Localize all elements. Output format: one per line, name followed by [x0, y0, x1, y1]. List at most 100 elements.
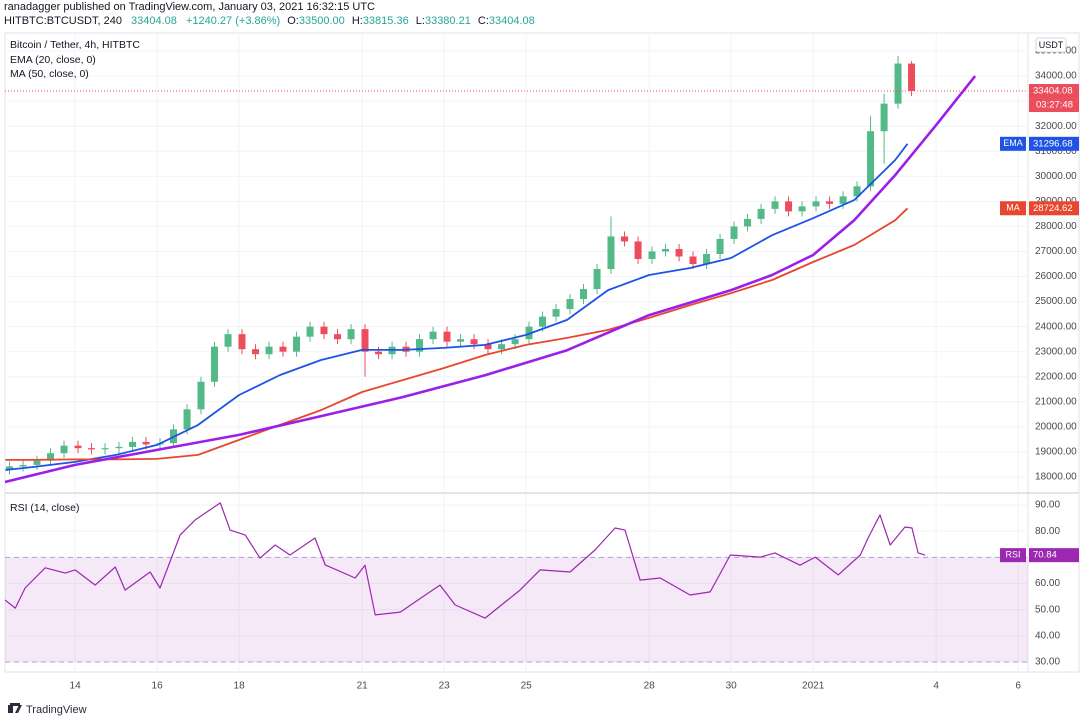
brand: TradingView — [26, 704, 87, 716]
x-tick-label: 4 — [933, 681, 939, 692]
rsi-value: 70.84 — [1033, 550, 1057, 561]
candle-body — [539, 316, 547, 327]
y-tick-label: 50.00 — [1035, 604, 1060, 615]
candle-body — [361, 329, 369, 352]
candle-body — [703, 253, 711, 265]
rsi-line — [5, 502, 926, 619]
candle-body — [211, 346, 219, 382]
symbol-line: HITBTC:BTCUSDT, 240 33404.08 +1240.27 (+… — [4, 15, 535, 27]
candle-body — [880, 103, 888, 132]
rsi-tag-box — [1000, 548, 1026, 563]
candle-body — [33, 460, 41, 465]
y-tick-label: 31000.00 — [1035, 146, 1077, 157]
candle-body — [552, 309, 560, 317]
y-tick-label: 24000.00 — [1035, 321, 1077, 332]
y-tick-label: 27000.00 — [1035, 246, 1077, 257]
candle-body — [19, 464, 27, 467]
x-tick-label: 30 — [726, 681, 738, 692]
y-tick-label: 90.00 — [1035, 500, 1060, 511]
candle-body — [634, 241, 642, 259]
unit-badge — [1035, 37, 1067, 53]
candle-body — [716, 238, 724, 254]
candle-body — [60, 445, 68, 454]
indicator-tag: EMA — [1003, 138, 1023, 148]
candle-body — [429, 331, 437, 340]
candle-body — [511, 339, 519, 345]
price-grid — [5, 33, 1028, 492]
countdown: 03:27:48 — [1036, 100, 1073, 111]
rsi-title: RSI (14, close) — [10, 502, 79, 514]
indicator-value: 28724.62 — [1033, 203, 1073, 214]
ohlc-value: 33380.21 — [425, 15, 471, 27]
candle-body — [689, 256, 697, 265]
brand-logo — [8, 703, 22, 713]
countdown-box — [1029, 98, 1079, 113]
x-tick-label: 21 — [357, 681, 369, 692]
candle-body — [101, 448, 109, 450]
y-tick-label: 19000.00 — [1035, 447, 1077, 458]
x-tick-label: 23 — [439, 681, 451, 692]
candle-body — [293, 336, 301, 352]
candle-body — [347, 329, 355, 340]
candle-body — [785, 201, 793, 212]
candle-body — [566, 299, 574, 310]
legend-entry: EMA (20, close, 0) — [10, 54, 96, 66]
candle-body — [675, 248, 683, 257]
candle-body — [129, 441, 137, 447]
candle-body — [498, 344, 506, 350]
candle-body — [853, 186, 861, 197]
candle-body — [142, 441, 150, 445]
ohlc-label: C: — [478, 15, 489, 27]
candle-body — [757, 208, 765, 219]
candle-body — [908, 63, 916, 92]
ohlc-label: O: — [287, 15, 299, 27]
candle-body — [621, 236, 629, 242]
indicator-value-box — [1029, 201, 1079, 216]
chart-title: Bitcoin / Tether, 4h, HITBTC — [10, 39, 140, 51]
candle-body — [662, 248, 670, 252]
ohlc-value: 33404.08 — [489, 15, 535, 27]
y-tick-label: 32000.00 — [1035, 121, 1077, 132]
byline: ranadagger published on TradingView.com,… — [4, 1, 375, 13]
candle-body — [88, 448, 96, 450]
candle-body — [593, 269, 601, 290]
candle-body — [334, 334, 342, 340]
candle-body — [197, 381, 205, 410]
candle-body — [771, 201, 779, 209]
ohlc-value: 33815.36 — [363, 15, 409, 27]
candle-body — [74, 445, 82, 449]
x-tick-label: 14 — [70, 681, 82, 692]
indicator-line — [5, 143, 909, 471]
candle-body — [224, 334, 232, 347]
y-tick-label: 22000.00 — [1035, 371, 1077, 382]
candle-body — [867, 131, 875, 187]
candle-body — [279, 346, 287, 352]
x-tick-label: 28 — [644, 681, 656, 692]
y-tick-label: 30.00 — [1035, 657, 1060, 668]
candle-body — [744, 218, 752, 227]
x-tick-label: 18 — [234, 681, 246, 692]
candle-body — [238, 334, 246, 350]
last-price: 33404.08 — [131, 15, 177, 27]
candle-body — [183, 409, 191, 430]
candle-body — [894, 63, 902, 104]
x-tick-label: 16 — [152, 681, 164, 692]
y-tick-label: 28000.00 — [1035, 221, 1077, 232]
candle-body — [306, 326, 314, 337]
candle-body — [648, 251, 656, 259]
indicator-value: 31296.68 — [1033, 138, 1073, 149]
candle-body — [812, 201, 820, 207]
candle-body — [265, 346, 273, 355]
candle-body — [443, 331, 451, 342]
rsi-band — [5, 557, 1028, 663]
rsi-plot — [5, 502, 1028, 663]
y-tick-label: 80.00 — [1035, 526, 1060, 537]
indicator-tag: MA — [1006, 203, 1020, 213]
symbol: HITBTC:BTCUSDT, 240 — [4, 15, 122, 27]
candle-body — [839, 196, 847, 204]
indicator-tag-box — [1000, 201, 1026, 216]
rsi-grid — [5, 494, 1028, 672]
y-tick-label: 20000.00 — [1035, 421, 1077, 432]
indicator-line — [5, 207, 909, 461]
axes: 18000.00 19000.00 20000.00 21000.00 22000.00… — [70, 46, 1079, 692]
